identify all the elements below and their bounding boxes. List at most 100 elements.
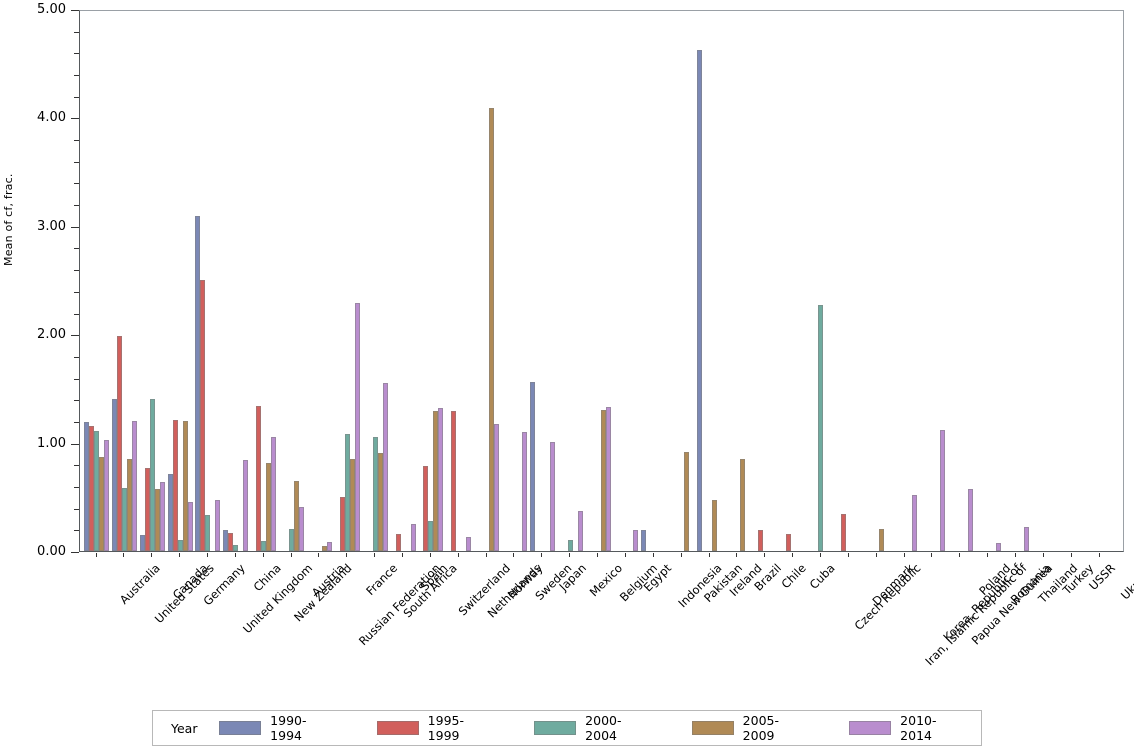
bar (111, 399, 117, 551)
bar (294, 480, 300, 551)
bar (567, 540, 573, 551)
x-tick (1070, 553, 1072, 557)
bar (349, 458, 355, 551)
y-tick-minor (74, 313, 79, 315)
x-tick (541, 553, 543, 557)
legend-label: 2000-2004 (585, 713, 622, 743)
bar (177, 540, 183, 551)
x-tick (123, 553, 125, 557)
bar (116, 336, 122, 551)
bar (104, 440, 109, 551)
legend-item[interactable]: 2010-2014 (849, 713, 959, 743)
x-tick (819, 553, 821, 557)
bar (131, 420, 137, 551)
x-tick (151, 553, 153, 557)
bar (529, 381, 535, 551)
bar (428, 520, 434, 551)
bar (818, 304, 824, 551)
x-tick (95, 553, 97, 557)
x-tick (792, 553, 794, 557)
bar (438, 407, 444, 551)
bar (344, 433, 350, 551)
bar (243, 459, 249, 551)
bar (200, 280, 206, 551)
x-axis-label: France (363, 561, 401, 598)
bar (433, 411, 439, 551)
bar (195, 216, 201, 551)
bar (266, 463, 272, 551)
y-tick-minor (74, 53, 79, 55)
bar (489, 107, 495, 551)
bar (785, 533, 791, 551)
bar (256, 405, 262, 551)
x-tick (680, 553, 682, 557)
bar (159, 481, 165, 551)
bar (466, 536, 472, 551)
bar (126, 458, 132, 551)
x-tick (708, 553, 710, 557)
y-tick-minor (74, 486, 79, 488)
bar (99, 456, 104, 551)
bar (633, 530, 639, 551)
y-tick-minor (74, 31, 79, 33)
x-tick (234, 553, 236, 557)
x-tick (485, 553, 487, 557)
bar (577, 510, 583, 551)
bar (372, 437, 378, 551)
x-tick (262, 553, 264, 557)
y-tick-minor (74, 291, 79, 293)
x-tick (318, 553, 320, 557)
x-tick (764, 553, 766, 557)
legend-item[interactable]: 2005-2009 (691, 713, 802, 743)
y-tick-minor (74, 356, 79, 358)
legend-item[interactable]: 2000-2004 (534, 713, 644, 743)
x-axis-label: Chile (778, 561, 809, 592)
x-tick (1015, 553, 1017, 557)
legend-swatch (219, 721, 262, 735)
bar (205, 515, 211, 551)
bar (121, 488, 127, 551)
legend-item[interactable]: 1995-1999 (376, 713, 487, 743)
bar (641, 530, 647, 551)
x-tick (1042, 553, 1044, 557)
x-tick (1098, 553, 1100, 557)
bar (228, 532, 234, 551)
bar (377, 453, 383, 551)
bar (223, 530, 229, 551)
y-tick-minor (74, 400, 79, 402)
y-tick-label: 4.00 (37, 110, 66, 126)
x-tick (903, 553, 905, 557)
bar (167, 474, 173, 551)
legend: Year 1990-1994 1995-1999 2000-2004 2005-200… (152, 710, 982, 746)
bar (84, 422, 89, 551)
legend-title: Year (171, 720, 198, 736)
legend-item[interactable]: 1990-1994 (219, 713, 329, 743)
y-tick-minor (74, 161, 79, 163)
bar (451, 411, 457, 551)
y-tick-minor (74, 96, 79, 98)
legend-swatch (691, 721, 734, 735)
y-tick-major (71, 226, 79, 228)
bar (967, 489, 973, 551)
x-axis-label: Cuba (806, 561, 838, 592)
bar (149, 399, 155, 551)
legend-label: 1990-1994 (270, 713, 307, 743)
legend-label: 2010-2014 (900, 713, 937, 743)
y-tick-minor (74, 75, 79, 77)
x-tick (652, 553, 654, 557)
bar (154, 489, 160, 551)
y-tick-label: 5.00 (37, 2, 66, 17)
x-tick (346, 553, 348, 557)
x-tick (457, 553, 459, 557)
y-tick-major (71, 10, 79, 11)
legend-label: 2005-2009 (742, 713, 779, 743)
x-tick (290, 553, 292, 557)
bar (339, 496, 345, 551)
y-tick-minor (74, 140, 79, 142)
legend-swatch (849, 721, 892, 735)
bar (712, 500, 718, 551)
bar (605, 406, 611, 551)
bar (215, 500, 221, 551)
bar (939, 429, 945, 551)
